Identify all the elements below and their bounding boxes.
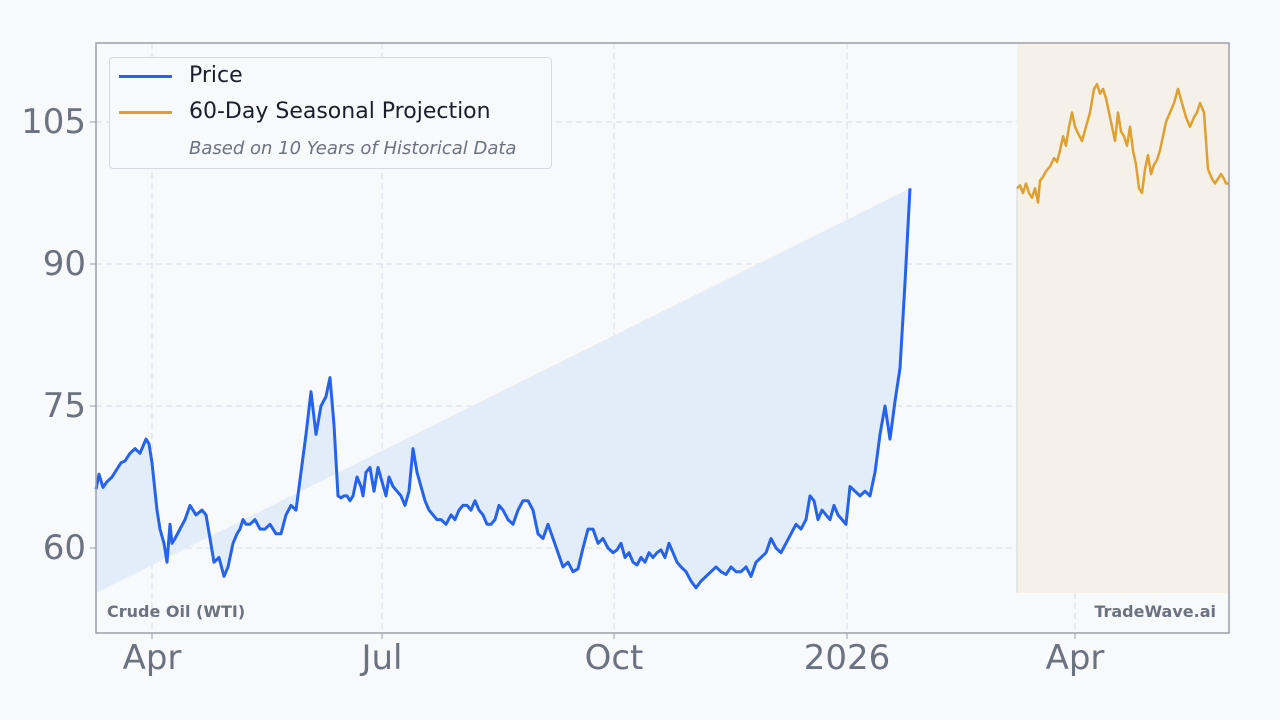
projection-line <box>1016 82 1229 204</box>
price-legend-label: Price <box>189 63 243 88</box>
instrument-label: Crude Oil (WTI) <box>107 602 246 621</box>
y-tick-label: 75 <box>42 386 86 426</box>
x-tick-label: 2026 <box>803 638 891 678</box>
price-legend-swatch <box>119 75 172 78</box>
brand-watermark: TradeWave.ai <box>1094 602 1216 621</box>
y-tick-label: 105 <box>21 102 86 142</box>
plot-frame <box>95 42 1230 634</box>
projection-area-fill <box>1017 43 1229 593</box>
legend: Price 60-Day Seasonal Projection Based o… <box>109 57 552 169</box>
x-tick-label: Apr <box>122 638 182 678</box>
price-area-fill <box>96 188 910 594</box>
x-tick-label: Oct <box>584 638 644 678</box>
axis-ticks <box>90 121 1076 639</box>
projection-legend-label: 60-Day Seasonal Projection <box>189 99 491 124</box>
x-tick-label: Jul <box>361 638 403 678</box>
y-tick-label: 60 <box>42 528 86 568</box>
projection-legend-swatch <box>119 111 172 114</box>
x-tick-label: Apr <box>1045 638 1105 678</box>
price-line <box>94 188 912 590</box>
y-tick-label: 90 <box>42 244 86 284</box>
legend-note: Based on 10 Years of Historical Data <box>189 138 517 159</box>
